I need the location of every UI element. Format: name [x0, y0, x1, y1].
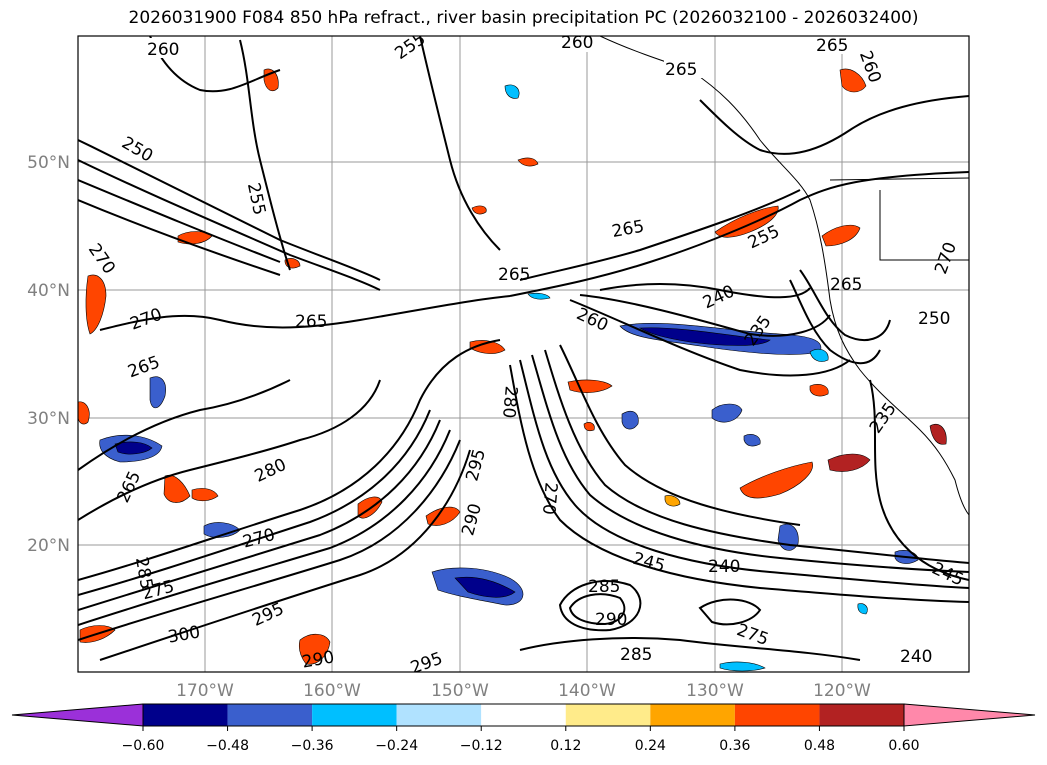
colorbar-tick-label: −0.24	[375, 738, 418, 754]
colorbar-segment	[312, 704, 397, 726]
colorbar-tick-label: 0.60	[888, 738, 919, 754]
contour-label: 240	[900, 647, 932, 667]
lon-label: 160°W	[303, 681, 361, 701]
contour-label: 280	[498, 385, 521, 419]
contour-label: 265	[816, 36, 848, 56]
longitude-labels: 170°W 160°W 150°W 140°W 130°W 120°W	[176, 681, 871, 701]
contour-label: 270	[538, 481, 561, 515]
colorbar-segment	[396, 704, 482, 726]
colorbar-segment	[227, 704, 313, 726]
lon-label: 150°W	[431, 681, 489, 701]
map-frame	[77, 35, 970, 673]
lat-label: 50°N	[27, 153, 70, 173]
colorbar-tick-label: 0.48	[804, 738, 835, 754]
colorbar-segment	[819, 704, 904, 726]
lon-label: 120°W	[813, 681, 871, 701]
colorbar: −0.60 −0.48 −0.36 −0.24 −0.12 0.12 0.24 0.36 0.4…	[11, 703, 1036, 754]
contour-label: 240	[708, 557, 740, 577]
lat-label: 30°N	[27, 409, 70, 429]
contour-label: 265	[665, 60, 697, 80]
refractivity-contours	[78, 36, 969, 661]
colorbar-tick-label: −0.36	[291, 738, 334, 754]
contour-label: 285	[588, 577, 620, 597]
colorbar-segment	[143, 704, 228, 726]
contour-label: 265	[830, 275, 862, 295]
lat-label: 20°N	[27, 536, 70, 556]
latitude-labels: 50°N 40°N 30°N 20°N	[27, 153, 70, 556]
contour-label: 290	[595, 610, 627, 630]
contour-label: 265	[498, 265, 530, 285]
contour-label: 265	[295, 312, 327, 332]
map-title: 2026031900 F084 850 hPa refract., river …	[128, 8, 919, 28]
colorbar-segment	[734, 704, 820, 726]
colorbar-extend-low	[11, 703, 144, 727]
lon-label: 170°W	[176, 681, 234, 701]
contour-label: 285	[620, 645, 652, 665]
coastline	[599, 36, 969, 516]
colorbar-tick-label: −0.60	[122, 738, 165, 754]
colorbar-tick-label: 0.24	[635, 738, 666, 754]
lat-label: 40°N	[27, 281, 70, 301]
contour-label: 290	[301, 647, 336, 672]
colorbar-segment	[650, 704, 735, 726]
colorbar-tick-label: −0.48	[206, 738, 249, 754]
contour-label: 260	[147, 40, 179, 60]
colorbar-segment	[481, 704, 566, 726]
colorbar-tick-label: 0.12	[550, 738, 581, 754]
contour-label: 260	[561, 33, 593, 53]
contour-label: 250	[918, 309, 950, 329]
lon-label: 140°W	[558, 681, 616, 701]
lon-label: 130°W	[686, 681, 744, 701]
colorbar-border	[142, 703, 905, 727]
colorbar-tick-label: −0.12	[460, 738, 503, 754]
colorbar-extend-high	[903, 703, 1036, 727]
colorbar-tick-label: 0.36	[719, 738, 750, 754]
colorbar-segment	[565, 704, 651, 726]
